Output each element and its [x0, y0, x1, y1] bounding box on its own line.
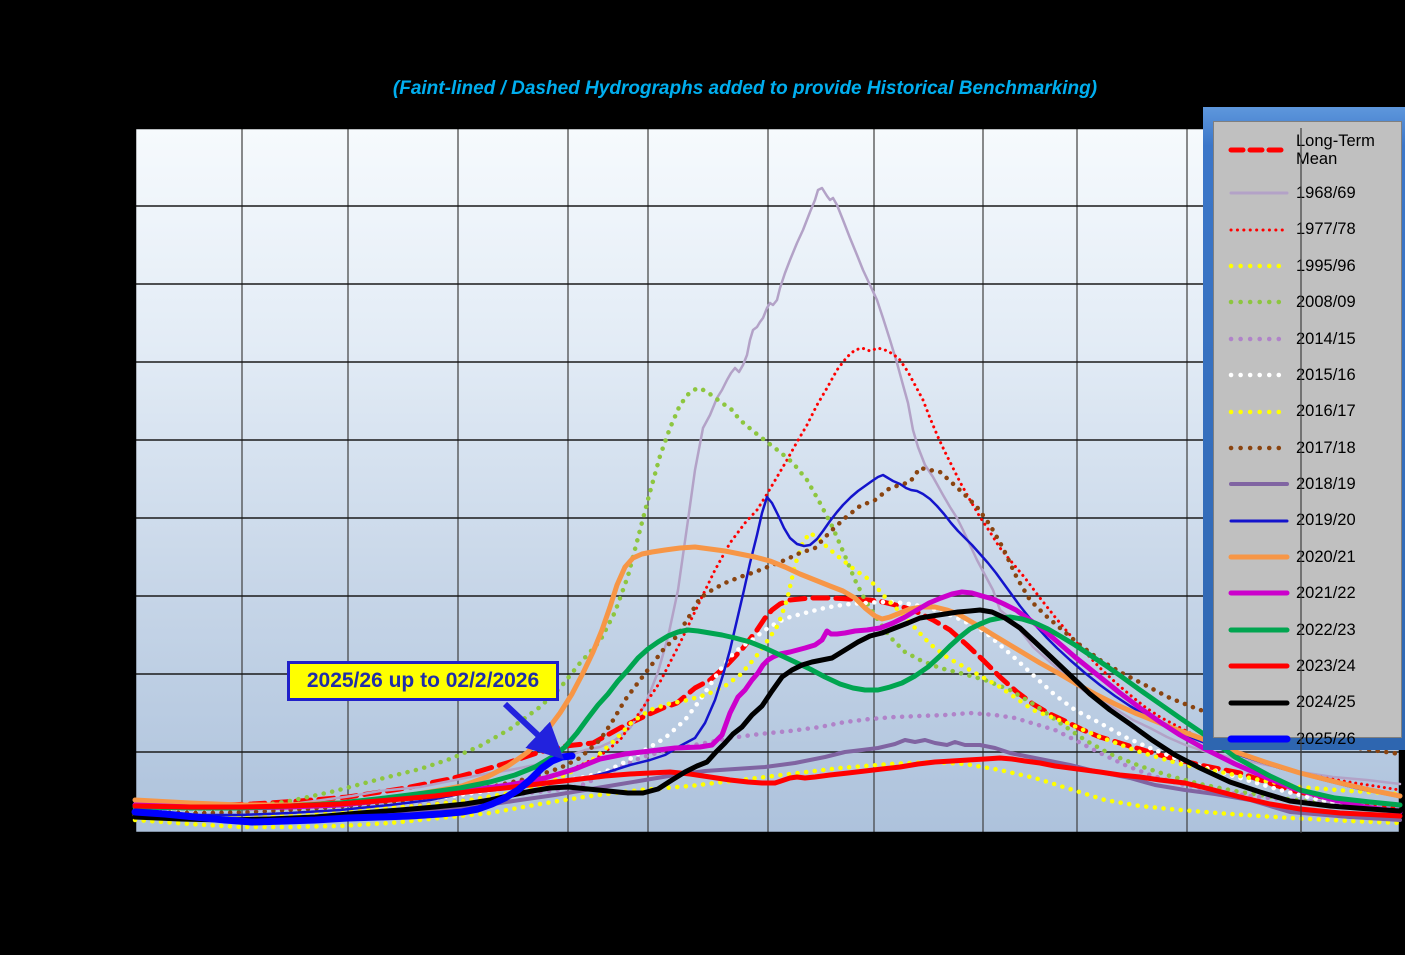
legend-swatch-line: [1227, 735, 1291, 743]
legend-label: 2021/22: [1296, 584, 1356, 603]
legend-label: 2015/16: [1296, 365, 1356, 384]
legend-item-2024-25: 2024/25: [1214, 684, 1401, 720]
legend-swatch-line: [1228, 445, 1290, 451]
legend-label: 2017/18: [1296, 438, 1356, 457]
legend-item-2023-24: 2023/24: [1214, 648, 1401, 684]
legend-item-1968-69: 1968/69: [1214, 175, 1401, 211]
legend: Long-Term Mean 1968/69 1977/78 1995/96 2008/…: [1213, 121, 1402, 748]
legend-label: 2008/09: [1296, 293, 1356, 312]
legend-label: 1968/69: [1296, 183, 1356, 202]
legend-swatch-line: [1228, 554, 1290, 560]
legend-label: 2018/19: [1296, 475, 1356, 494]
legend-swatch-line: [1228, 300, 1290, 305]
legend-label: 2014/15: [1296, 329, 1356, 348]
legend-swatch-line: [1228, 263, 1290, 269]
legend-item-2022-23: 2022/23: [1214, 612, 1401, 648]
legend-item-1995-96: 1995/96: [1214, 248, 1401, 284]
legend-item-2016-17: 2016/17: [1214, 393, 1401, 429]
legend-swatch-line: [1228, 590, 1290, 596]
legend-item-2021-22: 2021/22: [1214, 575, 1401, 611]
legend-swatch-line: [1228, 336, 1290, 341]
legend-item-2017-18: 2017/18: [1214, 430, 1401, 466]
legend-label: 2025/26: [1296, 729, 1356, 748]
legend-label: 2016/17: [1296, 402, 1356, 421]
legend-swatch-line: [1228, 372, 1290, 378]
legend-label: 2022/23: [1296, 620, 1356, 639]
legend-label: 1995/96: [1296, 256, 1356, 275]
legend-item-2020-21: 2020/21: [1214, 539, 1401, 575]
legend-label: 2024/25: [1296, 693, 1356, 712]
chart-subtitle: (Faint-lined / Dashed Hydrographs added …: [392, 78, 1098, 99]
annotation-text: 2025/26 up to 02/2/2026: [306, 669, 540, 692]
legend-label: Long-Term Mean: [1296, 131, 1375, 168]
legend-label: 2023/24: [1296, 657, 1356, 676]
legend-label: 2020/21: [1296, 547, 1356, 566]
legend-swatch-line: [1229, 482, 1289, 487]
legend-swatch-line: [1228, 627, 1290, 633]
legend-label: 2019/20: [1296, 511, 1356, 530]
legend-swatch-line: [1228, 147, 1290, 153]
legend-swatch-line: [1229, 228, 1289, 232]
legend-label: 1977/78: [1296, 220, 1356, 239]
legend-item-2014-15: 2014/15: [1214, 321, 1401, 357]
legend-item-long-term-mean: Long-Term Mean: [1214, 125, 1401, 175]
legend-swatch-line: [1228, 409, 1290, 414]
annotation-callout: 2025/26 up to 02/2/2026: [287, 661, 559, 701]
legend-swatch-line: [1228, 700, 1290, 706]
legend-swatch-line: [1228, 663, 1290, 669]
legend-item-1977-78: 1977/78: [1214, 211, 1401, 247]
legend-item-2015-16: 2015/16: [1214, 357, 1401, 393]
legend-swatch-line: [1229, 191, 1289, 195]
legend-item-2025-26: 2025/26: [1214, 721, 1401, 757]
legend-item-2008-09: 2008/09: [1214, 284, 1401, 320]
legend-item-2019-20: 2019/20: [1214, 503, 1401, 539]
legend-swatch-line: [1229, 519, 1289, 523]
legend-item-2018-19: 2018/19: [1214, 466, 1401, 502]
